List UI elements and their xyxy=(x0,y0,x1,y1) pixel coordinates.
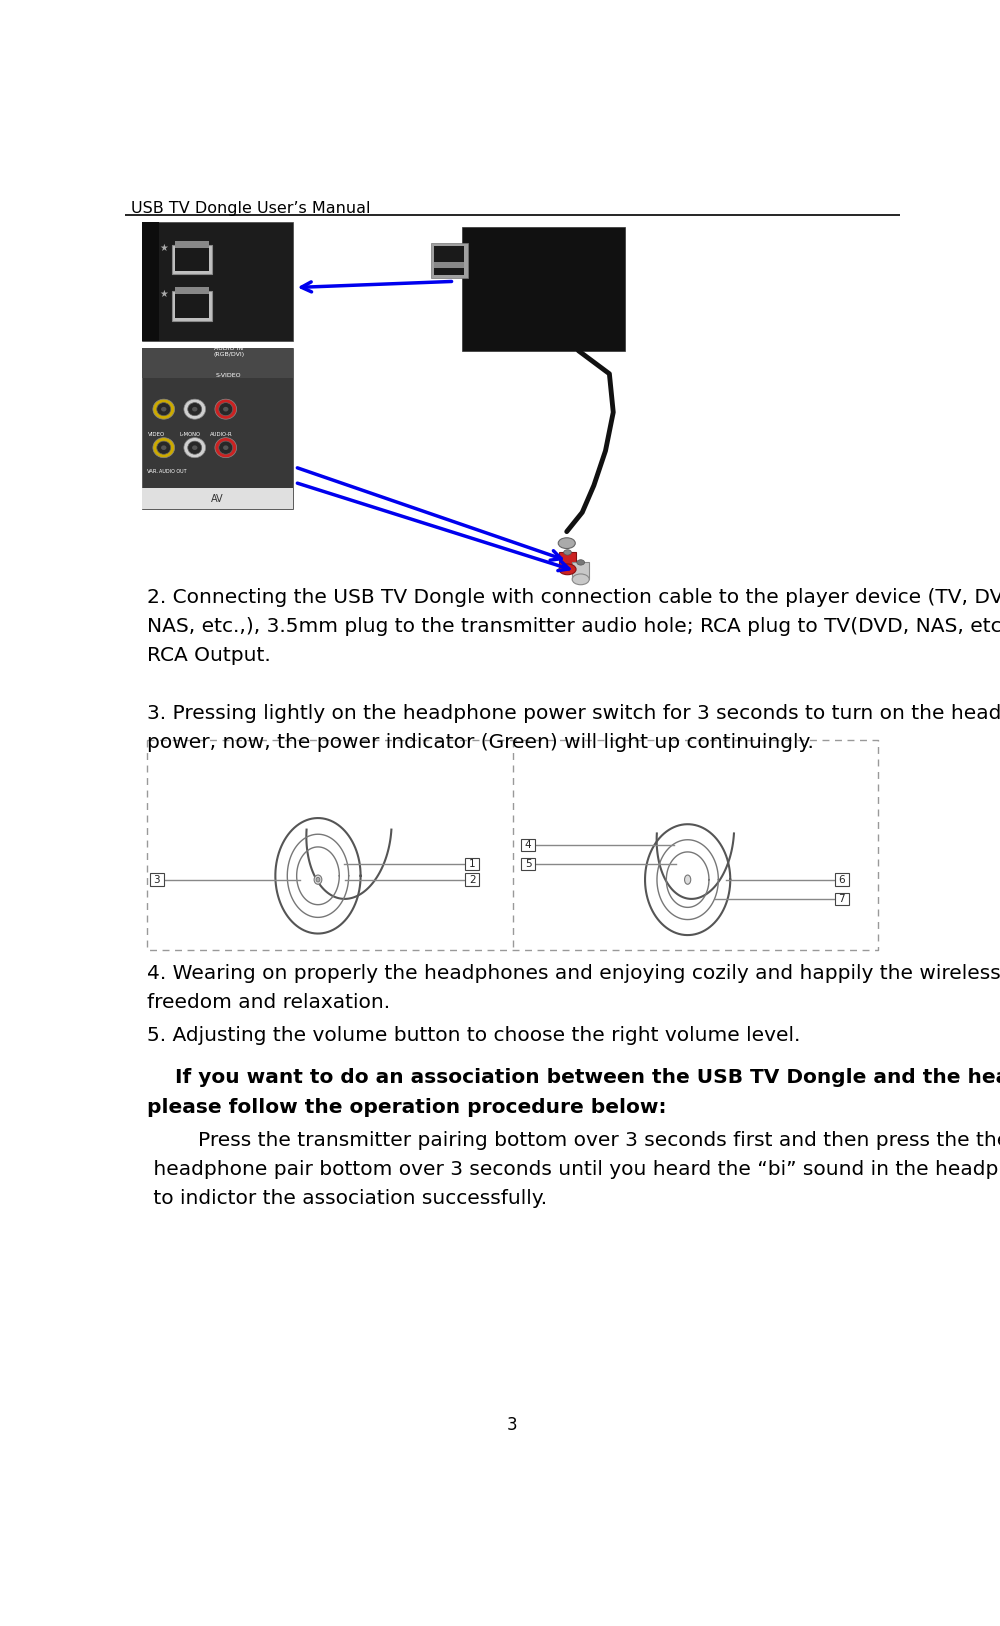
Bar xyxy=(150,873,164,886)
Ellipse shape xyxy=(157,403,171,416)
Bar xyxy=(572,563,589,579)
Bar xyxy=(175,294,209,317)
Text: 4: 4 xyxy=(525,841,531,850)
Text: 3: 3 xyxy=(507,1416,518,1434)
Bar xyxy=(175,286,209,294)
Bar xyxy=(172,291,212,320)
Ellipse shape xyxy=(572,574,589,585)
Bar xyxy=(559,553,576,569)
Ellipse shape xyxy=(316,878,320,881)
Text: ★: ★ xyxy=(159,242,168,254)
Text: NAS, etc.,), 3.5mm plug to the transmitter audio hole; RCA plug to TV(DVD, NAS, : NAS, etc.,), 3.5mm plug to the transmitt… xyxy=(147,618,1000,636)
Bar xyxy=(175,241,209,249)
Text: headphone pair bottom over 3 seconds until you heard the “bi” sound in the headp: headphone pair bottom over 3 seconds unt… xyxy=(147,1159,1000,1179)
Text: 6: 6 xyxy=(839,875,845,885)
Bar xyxy=(465,859,479,870)
Ellipse shape xyxy=(161,446,166,450)
Text: If you want to do an association between the USB TV Dongle and the headphone,: If you want to do an association between… xyxy=(147,1068,1000,1088)
Ellipse shape xyxy=(215,398,237,420)
Bar xyxy=(835,873,849,886)
Ellipse shape xyxy=(215,437,237,457)
Bar xyxy=(434,262,464,268)
Ellipse shape xyxy=(161,406,166,411)
Ellipse shape xyxy=(153,437,175,457)
Text: ★: ★ xyxy=(159,289,168,299)
Text: RCA Output.: RCA Output. xyxy=(147,647,270,665)
Bar xyxy=(521,859,535,870)
Ellipse shape xyxy=(223,446,228,450)
Ellipse shape xyxy=(188,403,202,416)
Ellipse shape xyxy=(685,875,691,885)
Bar xyxy=(142,223,293,341)
Text: please follow the operation procedure below:: please follow the operation procedure be… xyxy=(147,1098,666,1117)
Bar xyxy=(465,873,479,886)
Bar xyxy=(142,348,293,509)
Text: VIDEO: VIDEO xyxy=(148,433,166,437)
Bar xyxy=(175,249,209,272)
Ellipse shape xyxy=(157,441,171,454)
Text: 2. Connecting the USB TV Dongle with connection cable to the player device (TV, : 2. Connecting the USB TV Dongle with con… xyxy=(147,589,1000,606)
Bar xyxy=(142,348,293,379)
Bar xyxy=(835,893,849,906)
Text: freedom and relaxation.: freedom and relaxation. xyxy=(147,993,390,1011)
Text: Press the transmitter pairing bottom over 3 seconds first and then press the the: Press the transmitter pairing bottom ove… xyxy=(147,1130,1000,1150)
Text: 3. Pressing lightly on the headphone power switch for 3 seconds to turn on the h: 3. Pressing lightly on the headphone pow… xyxy=(147,704,1000,724)
Bar xyxy=(521,839,535,850)
Ellipse shape xyxy=(223,406,228,411)
Text: 7: 7 xyxy=(839,894,845,904)
Text: 5. Adjusting the volume button to choose the right volume level.: 5. Adjusting the volume button to choose… xyxy=(147,1026,800,1046)
Text: 5: 5 xyxy=(525,859,531,870)
Ellipse shape xyxy=(558,538,575,548)
Text: power, now, the power indicator (Green) will light up continuingly.: power, now, the power indicator (Green) … xyxy=(147,733,814,753)
Ellipse shape xyxy=(219,403,233,416)
Text: AV: AV xyxy=(211,494,224,504)
Ellipse shape xyxy=(577,559,585,566)
Text: 4. Wearing on properly the headphones and enjoying cozily and happily the wirele: 4. Wearing on properly the headphones an… xyxy=(147,964,1000,982)
Text: AUDIO-R: AUDIO-R xyxy=(210,433,233,437)
Ellipse shape xyxy=(219,441,233,454)
Ellipse shape xyxy=(192,406,197,411)
Bar xyxy=(462,228,625,351)
Bar xyxy=(142,223,159,341)
Text: L-MONO: L-MONO xyxy=(179,433,200,437)
Bar xyxy=(142,488,293,509)
Bar xyxy=(434,246,464,275)
Text: 1: 1 xyxy=(469,859,476,870)
Bar xyxy=(431,242,468,278)
Ellipse shape xyxy=(564,550,571,554)
Ellipse shape xyxy=(184,437,206,457)
Text: S-VIDEO: S-VIDEO xyxy=(216,374,242,379)
Ellipse shape xyxy=(559,564,576,574)
Text: AUDIO IN
(RGB/DVI): AUDIO IN (RGB/DVI) xyxy=(213,346,244,356)
Text: VAR.: VAR. xyxy=(147,470,159,475)
Text: to indictor the association successfully.: to indictor the association successfully… xyxy=(147,1189,547,1208)
Text: 2: 2 xyxy=(469,875,476,885)
Ellipse shape xyxy=(188,441,202,454)
Text: 3: 3 xyxy=(153,875,160,885)
Ellipse shape xyxy=(314,875,322,885)
Text: AUDIO OUT: AUDIO OUT xyxy=(159,470,187,475)
Ellipse shape xyxy=(192,446,197,450)
Text: USB TV Dongle User’s Manual: USB TV Dongle User’s Manual xyxy=(131,202,371,216)
Ellipse shape xyxy=(153,398,175,420)
Ellipse shape xyxy=(184,398,206,420)
Bar xyxy=(172,246,212,275)
